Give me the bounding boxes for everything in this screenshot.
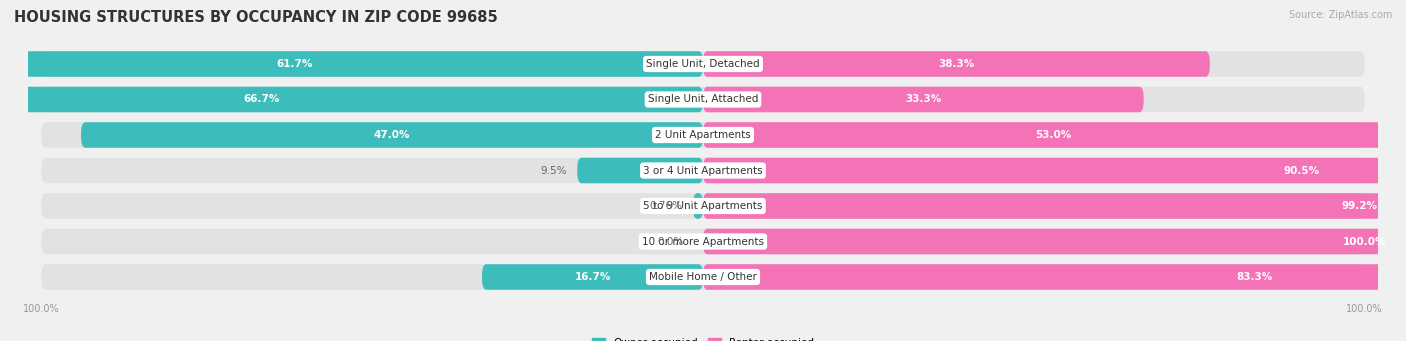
Text: Single Unit, Detached: Single Unit, Detached [647, 59, 759, 69]
Text: 100.0%: 100.0% [1343, 237, 1386, 247]
Text: 10 or more Apartments: 10 or more Apartments [643, 237, 763, 247]
FancyBboxPatch shape [703, 158, 1406, 183]
Text: 2 Unit Apartments: 2 Unit Apartments [655, 130, 751, 140]
Text: 61.7%: 61.7% [277, 59, 314, 69]
FancyBboxPatch shape [703, 229, 1406, 254]
Text: 33.3%: 33.3% [905, 94, 942, 104]
Text: 47.0%: 47.0% [374, 130, 411, 140]
Text: Mobile Home / Other: Mobile Home / Other [650, 272, 756, 282]
Text: Single Unit, Attached: Single Unit, Attached [648, 94, 758, 104]
Legend: Owner-occupied, Renter-occupied: Owner-occupied, Renter-occupied [588, 333, 818, 341]
Text: 38.3%: 38.3% [938, 59, 974, 69]
Text: 83.3%: 83.3% [1236, 272, 1272, 282]
FancyBboxPatch shape [41, 264, 1365, 290]
FancyBboxPatch shape [41, 229, 1365, 254]
FancyBboxPatch shape [41, 158, 1365, 183]
FancyBboxPatch shape [578, 158, 703, 183]
FancyBboxPatch shape [703, 193, 1406, 219]
Text: 3 or 4 Unit Apartments: 3 or 4 Unit Apartments [643, 165, 763, 176]
FancyBboxPatch shape [703, 264, 1406, 290]
FancyBboxPatch shape [0, 87, 703, 112]
FancyBboxPatch shape [41, 193, 1365, 219]
FancyBboxPatch shape [703, 87, 1143, 112]
FancyBboxPatch shape [693, 193, 703, 219]
FancyBboxPatch shape [482, 264, 703, 290]
Text: 66.7%: 66.7% [243, 94, 280, 104]
Text: 5 to 9 Unit Apartments: 5 to 9 Unit Apartments [644, 201, 762, 211]
Text: 9.5%: 9.5% [540, 165, 567, 176]
Text: 99.2%: 99.2% [1341, 201, 1378, 211]
Text: Source: ZipAtlas.com: Source: ZipAtlas.com [1288, 10, 1392, 20]
Text: 16.7%: 16.7% [574, 272, 610, 282]
Text: 90.5%: 90.5% [1284, 165, 1320, 176]
Text: 53.0%: 53.0% [1036, 130, 1071, 140]
Text: 0.76%: 0.76% [650, 201, 682, 211]
FancyBboxPatch shape [41, 122, 1365, 148]
FancyBboxPatch shape [703, 51, 1209, 77]
FancyBboxPatch shape [82, 122, 703, 148]
FancyBboxPatch shape [41, 87, 1365, 112]
FancyBboxPatch shape [703, 122, 1405, 148]
Text: 0.0%: 0.0% [657, 237, 683, 247]
Text: HOUSING STRUCTURES BY OCCUPANCY IN ZIP CODE 99685: HOUSING STRUCTURES BY OCCUPANCY IN ZIP C… [14, 10, 498, 25]
FancyBboxPatch shape [0, 51, 703, 77]
FancyBboxPatch shape [41, 51, 1365, 77]
